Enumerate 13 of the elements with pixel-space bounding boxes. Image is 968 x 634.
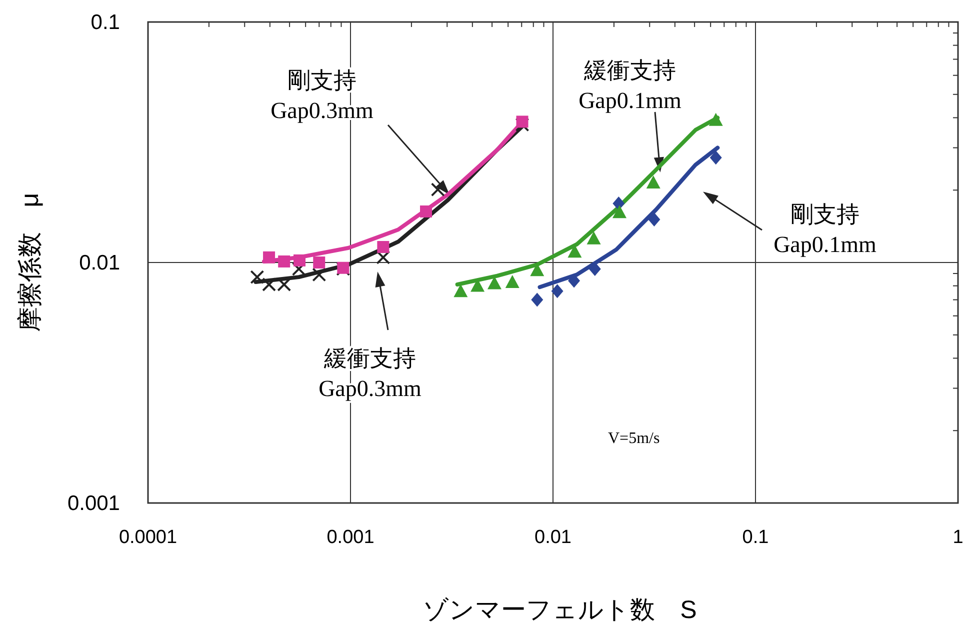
annotation: V=5m/s [608, 430, 660, 447]
y-tick-label: 0.001 [67, 492, 120, 515]
x-tick-label: 0.1 [742, 527, 769, 548]
x-axis-title: ゾンマーフェルト数 S [423, 596, 697, 624]
y-tick-label: 0.01 [79, 252, 120, 274]
x-tick-label: 1 [952, 527, 964, 548]
x-tick-label: 0.001 [326, 527, 374, 548]
annotation: 剛支持 Gap0.1mm [774, 202, 877, 257]
y-tick-label: 0.1 [90, 11, 120, 34]
y-axis-title: 摩擦係数 μ [16, 192, 44, 332]
x-tick-label: 0.0001 [118, 527, 178, 548]
x-tick-label: 0.01 [534, 527, 572, 548]
annotation: 緩衝支持 Gap0.1mm [578, 58, 682, 113]
